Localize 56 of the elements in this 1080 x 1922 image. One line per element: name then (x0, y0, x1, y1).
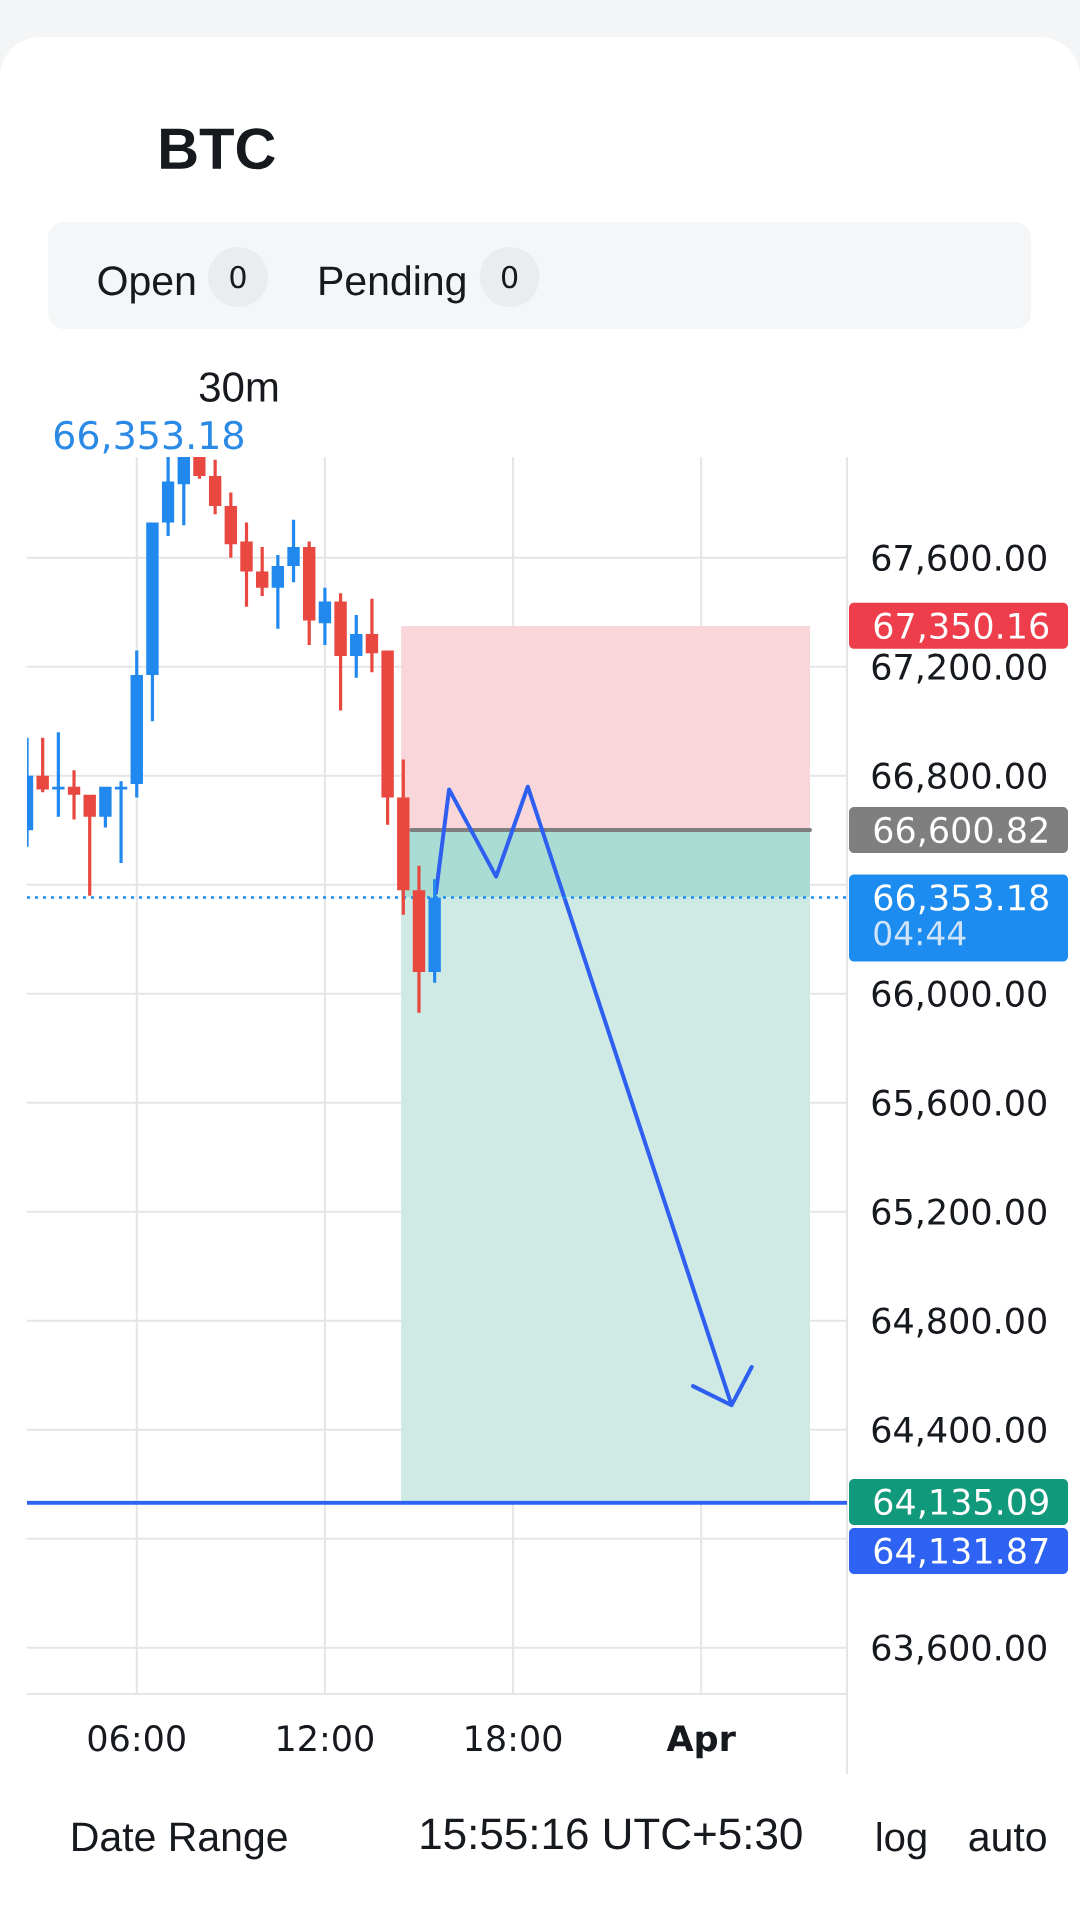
candlestick (381, 650, 394, 825)
candlestick (224, 492, 238, 558)
x-tick-label: 18:00 (466, 1725, 562, 1752)
text: 0 (230, 265, 246, 289)
chart-title: BTC (161, 128, 275, 170)
candlestick (114, 781, 128, 863)
x-tick-label: Apr (666, 1725, 736, 1759)
text: auto (969, 1824, 1046, 1852)
candlestick (303, 541, 316, 646)
ref-line-label: 66,353.18 (874, 884, 1048, 915)
data-label: 66,600.82 (874, 816, 1047, 847)
y-tick-label: 66,800.00 (872, 762, 1046, 793)
candlestick (146, 522, 159, 722)
candlestick (83, 794, 96, 896)
candlestick (240, 522, 253, 607)
annotation: 64,135.09 (874, 1488, 1048, 1519)
candlestick (271, 555, 285, 629)
text: Open (98, 266, 195, 304)
text: Pending (320, 265, 465, 304)
y-tick-label: 63,600.00 (872, 1634, 1046, 1665)
text: 04:44 (874, 920, 966, 946)
y-tick-label: 67,200.00 (872, 653, 1046, 684)
y-tick-label: 65,200.00 (872, 1198, 1046, 1229)
text: 66,353.18 (54, 420, 243, 454)
candlestick (161, 457, 175, 537)
text: 15:55:16 UTC+5:30 (421, 1818, 802, 1850)
candlestick (36, 737, 49, 793)
line-series (433, 784, 754, 1408)
text: Date Range (73, 1822, 287, 1860)
y-tick-label: 64,400.00 (872, 1416, 1046, 1447)
candlestick (130, 650, 143, 798)
ref-line-label: 64,131.87 (874, 1537, 1048, 1568)
candlestick (334, 593, 347, 711)
y-tick-label: 67,600.00 (872, 544, 1046, 575)
candlestick (287, 519, 300, 583)
y-tick-label: 66,000.00 (872, 980, 1046, 1011)
y-tick-label: 64,800.00 (872, 1307, 1046, 1338)
candlestick (365, 598, 379, 673)
x-tick-label: 06:00 (88, 1725, 185, 1752)
candlestick (193, 457, 206, 479)
x-tick-label: 12:00 (278, 1725, 373, 1752)
text: log (877, 1822, 926, 1860)
y-tick-label: 65,600.00 (872, 1089, 1046, 1120)
text: 0 (502, 265, 518, 289)
candlestick (318, 587, 332, 646)
candlestick (255, 546, 269, 596)
candlestick (99, 786, 112, 828)
text: 30m (199, 372, 278, 402)
candlestick (208, 459, 222, 515)
candlestick (177, 457, 190, 526)
candlestick (52, 732, 65, 817)
candlestick (412, 865, 426, 1013)
annotation: 67,350.16 (874, 612, 1049, 643)
candlestick (67, 770, 81, 820)
candlestick (397, 759, 410, 915)
candlestick (350, 615, 363, 678)
